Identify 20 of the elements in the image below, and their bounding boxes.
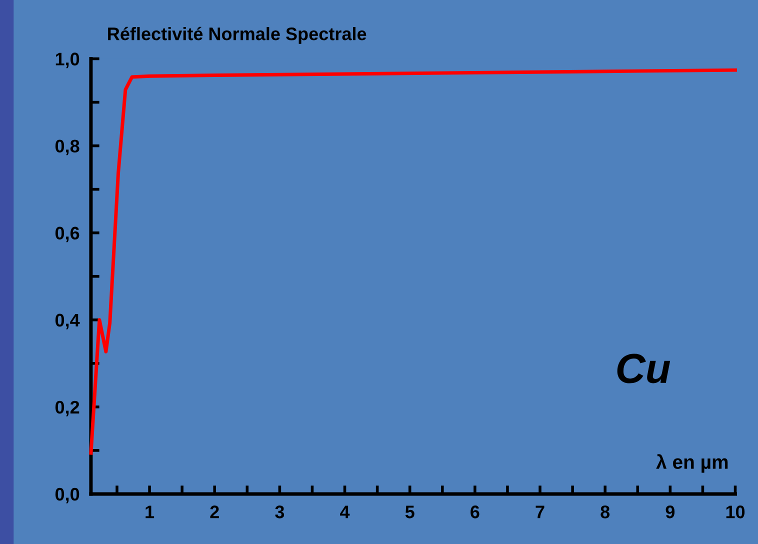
x-tick-label: 7 xyxy=(536,506,544,518)
x-tick-label: 2 xyxy=(210,506,219,518)
x-tick-label: 8 xyxy=(600,506,610,518)
x-axis-title: λ en µm xyxy=(656,454,728,473)
y-tick-label: 1,0 xyxy=(56,52,80,68)
y-tick-label: 0,6 xyxy=(55,226,80,242)
y-tick-label: 0,8 xyxy=(55,140,80,156)
x-tick-label: 10 xyxy=(726,506,745,518)
y-tick-label: 0,4 xyxy=(55,314,80,330)
x-tick-label: 1 xyxy=(146,506,154,518)
y-tick-label: 0,0 xyxy=(55,488,80,504)
chart-title: Réflectivité Normale Spectrale xyxy=(108,26,366,44)
x-tick-label: 6 xyxy=(470,506,480,518)
line-series xyxy=(89,68,737,455)
y-tick-label: 0,2 xyxy=(55,400,80,416)
x-tick-label: 4 xyxy=(340,506,350,518)
x-tick-label: 3 xyxy=(275,506,284,518)
annotation: Cu xyxy=(617,354,670,384)
x-tick-label: 5 xyxy=(405,506,414,518)
x-tick-label: 9 xyxy=(666,506,675,518)
